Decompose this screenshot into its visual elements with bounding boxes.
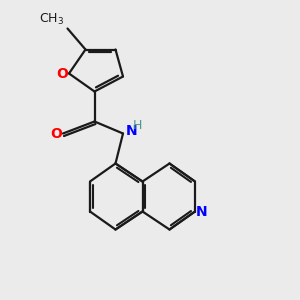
Text: N: N	[125, 124, 137, 138]
Text: N: N	[196, 205, 207, 219]
Text: CH$_3$: CH$_3$	[39, 12, 64, 27]
Text: H: H	[133, 118, 142, 132]
Text: O: O	[56, 67, 68, 80]
Text: O: O	[50, 127, 62, 141]
